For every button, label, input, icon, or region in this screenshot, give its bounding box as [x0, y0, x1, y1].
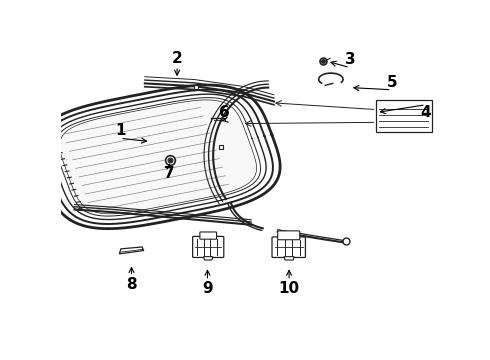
Polygon shape: [284, 257, 294, 260]
Polygon shape: [60, 100, 257, 214]
Polygon shape: [204, 257, 213, 260]
Text: 1: 1: [115, 123, 125, 138]
FancyBboxPatch shape: [278, 231, 300, 240]
Text: 3: 3: [344, 52, 355, 67]
Text: 10: 10: [278, 281, 300, 296]
Text: 5: 5: [386, 75, 397, 90]
Bar: [376, 100, 432, 132]
Text: 2: 2: [172, 51, 182, 66]
Text: 9: 9: [202, 281, 213, 296]
Polygon shape: [120, 247, 144, 254]
Text: 6: 6: [219, 105, 230, 120]
FancyBboxPatch shape: [200, 232, 217, 239]
FancyBboxPatch shape: [272, 237, 305, 257]
FancyBboxPatch shape: [193, 237, 224, 257]
Text: 8: 8: [126, 277, 137, 292]
Text: 7: 7: [164, 166, 175, 181]
Text: 4: 4: [420, 105, 431, 120]
